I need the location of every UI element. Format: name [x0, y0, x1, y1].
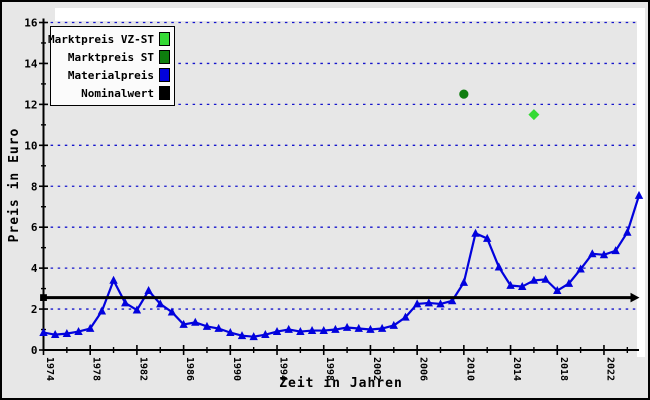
- canvas-highlight-top: [55, 8, 645, 21]
- x-tick-label: 2014: [511, 357, 522, 381]
- materialpreis-point: [389, 320, 398, 329]
- y-tick-label: 4: [31, 262, 38, 275]
- nominalwert-start-marker: [40, 294, 47, 301]
- x-tick-label: 1978: [91, 357, 102, 381]
- materialpreis-point: [634, 190, 644, 199]
- y-tick-label: 14: [24, 57, 38, 70]
- materialpreis-point: [331, 324, 340, 333]
- legend-row-0: Marktpreis VZ-ST: [48, 30, 170, 48]
- materialpreis-point: [588, 249, 597, 258]
- materialpreis-point: [249, 332, 258, 341]
- materialpreis-point: [296, 326, 305, 335]
- x-tick-label: 2002: [371, 357, 382, 381]
- legend-label: Nominalwert: [81, 86, 154, 100]
- materialpreis-point: [62, 329, 72, 338]
- legend-swatch-icon: [159, 86, 170, 100]
- materialpreis-point: [86, 323, 95, 332]
- materialpreis-point: [564, 278, 574, 287]
- legend-label: Marktpreis ST: [67, 50, 154, 64]
- materialpreis-point: [50, 330, 60, 339]
- legend-row-3: Nominalwert: [53, 84, 170, 102]
- materialpreis-point: [261, 330, 270, 339]
- y-tick-label: 16: [24, 17, 38, 30]
- y-axis-title: Preis in Euro: [7, 127, 22, 243]
- materialpreis-point: [237, 331, 247, 340]
- materialpreis-point: [447, 296, 457, 305]
- materialpreis-point: [506, 280, 515, 289]
- legend-swatch-icon: [159, 32, 170, 46]
- materialpreis-point: [366, 324, 375, 333]
- materialpreis-point: [459, 277, 469, 286]
- materialpreis-point: [494, 262, 504, 271]
- materialpreis-point: [529, 275, 539, 284]
- x-tick-label: 1982: [137, 357, 148, 381]
- materialpreis-point: [611, 246, 620, 255]
- materialpreis-point: [179, 319, 188, 328]
- materialpreis-point: [109, 275, 118, 284]
- x-tick-label: 1994: [278, 357, 289, 381]
- materialpreis-point: [144, 286, 153, 295]
- materialpreis-point: [342, 322, 352, 331]
- materialpreis-point: [319, 325, 328, 334]
- materialpreis-point: [354, 323, 363, 332]
- materialpreis-point: [284, 324, 293, 333]
- legend-row-1: Marktpreis ST: [53, 48, 170, 66]
- materialpreis-point: [307, 325, 317, 334]
- y-tick-label: 6: [31, 221, 38, 234]
- legend-label: Materialpreis: [67, 68, 154, 82]
- nominalwert-end-marker: [630, 292, 640, 303]
- materialpreis-point: [541, 274, 550, 283]
- materialpreis-point: [156, 299, 165, 308]
- marktpreis-st-point: [459, 89, 469, 99]
- x-tick-label: 2018: [558, 357, 569, 381]
- x-tick-label: 2010: [464, 357, 475, 381]
- materialpreis-point: [272, 326, 282, 335]
- materialpreis-point: [202, 321, 212, 330]
- y-tick-label: 0: [31, 344, 38, 357]
- materialpreis-line: [43, 195, 641, 338]
- materialpreis-point: [576, 264, 585, 273]
- x-tick-label: 1998: [324, 357, 335, 381]
- materialpreis-point: [424, 298, 434, 307]
- materialpreis-point: [377, 323, 387, 332]
- materialpreis-point: [401, 312, 410, 321]
- materialpreis-point: [471, 228, 480, 237]
- legend-swatch-icon: [159, 50, 170, 64]
- materialpreis-point: [39, 328, 48, 337]
- materialpreis-point: [214, 323, 223, 332]
- x-tick-label: 2022: [604, 357, 615, 381]
- legend-label: Marktpreis VZ-ST: [48, 32, 154, 46]
- materialpreis-point: [132, 305, 142, 314]
- materialpreis-point: [167, 307, 177, 316]
- legend-box: Marktpreis VZ-ST Marktpreis ST Materialpre…: [48, 26, 175, 106]
- materialpreis-point: [121, 298, 130, 307]
- materialpreis-point: [412, 299, 422, 308]
- x-tick-label: 2006: [418, 357, 429, 381]
- materialpreis-point: [623, 227, 632, 236]
- x-tick-label: 1974: [44, 357, 55, 381]
- materialpreis-point: [74, 326, 83, 335]
- materialpreis-point: [97, 306, 107, 315]
- materialpreis-point: [599, 250, 609, 259]
- y-tick-label: 12: [24, 98, 37, 111]
- legend-swatch-icon: [159, 68, 170, 82]
- y-tick-label: 10: [24, 139, 37, 152]
- canvas-highlight-right: [637, 8, 645, 357]
- materialpreis-point: [553, 286, 562, 295]
- legend-row-2: Materialpreis: [53, 66, 170, 84]
- materialpreis-point: [483, 233, 492, 242]
- materialpreis-point: [226, 328, 235, 337]
- x-tick-label: 1986: [184, 357, 195, 381]
- marktpreis-vzst-point: [528, 109, 540, 121]
- y-tick-label: 2: [31, 303, 38, 316]
- materialpreis-point: [518, 281, 527, 290]
- materialpreis-point: [191, 317, 200, 326]
- x-tick-label: 1990: [231, 357, 242, 381]
- materialpreis-point: [436, 299, 445, 308]
- y-tick-label: 8: [31, 180, 38, 193]
- x-axis-title: Zeit in Jahren: [279, 376, 403, 391]
